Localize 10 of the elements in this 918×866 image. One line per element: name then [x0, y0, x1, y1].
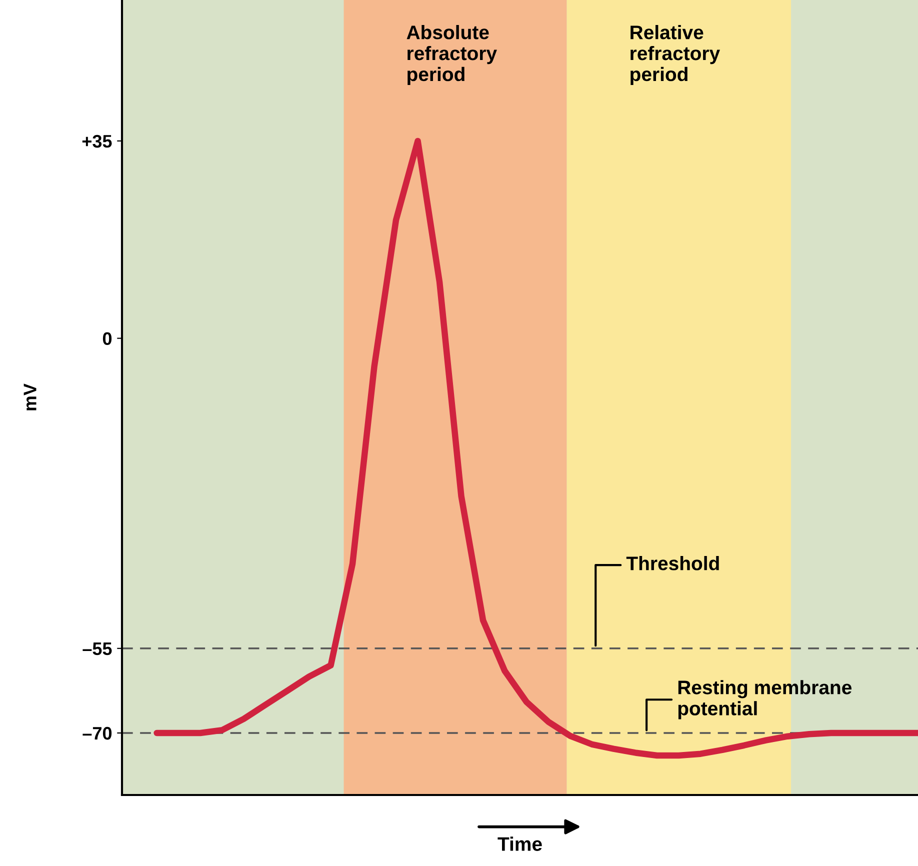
annotation: Absolute refractory period: [406, 25, 497, 86]
ref-line-label: Threshold: [626, 556, 719, 570]
ref-line-label: Resting membrane potential: [678, 680, 852, 720]
x-axis-title: Time: [498, 836, 542, 851]
y-tick-label: –55: [82, 642, 112, 656]
y-tick-label: +35: [82, 134, 112, 148]
annotation: Relative refractory period: [630, 25, 720, 86]
y-axis-title: mV: [24, 384, 36, 410]
y-tick-label: –70: [82, 726, 112, 740]
y-tick-label: 0: [102, 332, 112, 346]
